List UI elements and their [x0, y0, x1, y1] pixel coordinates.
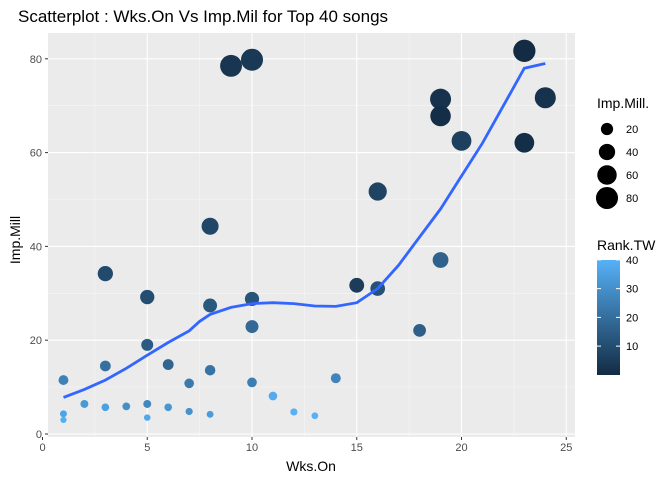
data-point — [122, 402, 131, 411]
data-point — [245, 320, 259, 334]
major-gridlines — [41, 33, 575, 437]
minor-gridlines — [48, 33, 575, 437]
data-point — [164, 403, 173, 412]
data-point — [140, 289, 155, 305]
data-point — [58, 375, 69, 385]
size-legend-title: Imp.Mill. — [597, 95, 649, 111]
x-tick-label: 0 — [39, 442, 45, 454]
y-tick-label: 0 — [36, 429, 42, 441]
size-legend-label: 60 — [626, 170, 638, 182]
color-legend-label: 20 — [626, 312, 638, 324]
y-tick-label: 20 — [30, 335, 42, 347]
color-legend-label: 40 — [626, 255, 638, 267]
size-legend-label: 40 — [626, 147, 638, 159]
data-point — [330, 373, 341, 384]
data-point — [451, 130, 472, 151]
data-point — [514, 132, 535, 153]
data-point — [311, 412, 319, 420]
x-tick-label: 15 — [351, 442, 363, 454]
data-point — [101, 403, 110, 412]
data-point — [268, 391, 278, 401]
data-point — [60, 416, 67, 424]
x-tick-label: 25 — [560, 442, 572, 454]
data-point — [220, 54, 242, 77]
data-point — [143, 414, 151, 421]
data-point — [247, 377, 257, 388]
y-tick-label: 40 — [30, 241, 42, 253]
data-point — [432, 252, 449, 268]
data-point — [184, 378, 194, 389]
data-point — [413, 323, 426, 337]
size-legend-key — [597, 165, 617, 185]
x-axis-ticks: 0 5 10 15 20 25 — [39, 437, 572, 454]
y-axis-ticks: 0 20 40 60 80 — [30, 54, 48, 441]
data-point — [204, 364, 216, 376]
chart-title: Scatterplot : Wks.On Vs Imp.Mil for Top … — [18, 7, 388, 26]
plot-panel — [48, 33, 575, 437]
size-legend-key — [600, 122, 614, 136]
color-legend-label: 30 — [626, 284, 638, 296]
data-point — [368, 182, 387, 201]
data-point — [430, 105, 451, 127]
size-legend-key — [598, 143, 616, 161]
data-point — [97, 265, 113, 282]
x-tick-label: 10 — [246, 442, 258, 454]
x-tick-label: 5 — [144, 442, 150, 454]
color-legend-label: 10 — [626, 341, 638, 353]
size-legend-key — [595, 186, 619, 210]
size-legend: Imp.Mill. 20 40 60 80 — [595, 95, 649, 210]
data-point — [59, 410, 67, 418]
data-points — [58, 39, 556, 424]
x-axis-title: Wks.On — [286, 458, 336, 474]
data-point — [290, 408, 298, 416]
y-tick-label: 80 — [30, 54, 42, 66]
y-axis-title: Imp.Mill — [7, 216, 23, 264]
data-point — [185, 407, 193, 416]
size-legend-label: 20 — [626, 124, 638, 136]
color-legend: Rank.TW 10 20 30 40 — [597, 237, 656, 375]
data-point — [99, 360, 111, 372]
y-tick-label: 60 — [30, 148, 42, 160]
data-point — [349, 277, 365, 293]
data-point — [206, 410, 214, 418]
data-point — [201, 217, 219, 235]
data-point — [240, 48, 264, 71]
data-point — [203, 298, 218, 313]
color-legend-bar — [597, 260, 620, 375]
data-point — [80, 400, 89, 408]
data-point — [162, 359, 174, 371]
data-point — [141, 338, 154, 351]
data-point — [534, 87, 556, 109]
color-legend-title: Rank.TW — [597, 237, 656, 253]
x-tick-label: 20 — [455, 442, 467, 454]
data-point — [143, 400, 152, 408]
data-point — [513, 39, 536, 62]
data-point — [430, 88, 452, 110]
size-legend-label: 80 — [626, 193, 638, 205]
smooth-trend-line — [62, 62, 546, 399]
